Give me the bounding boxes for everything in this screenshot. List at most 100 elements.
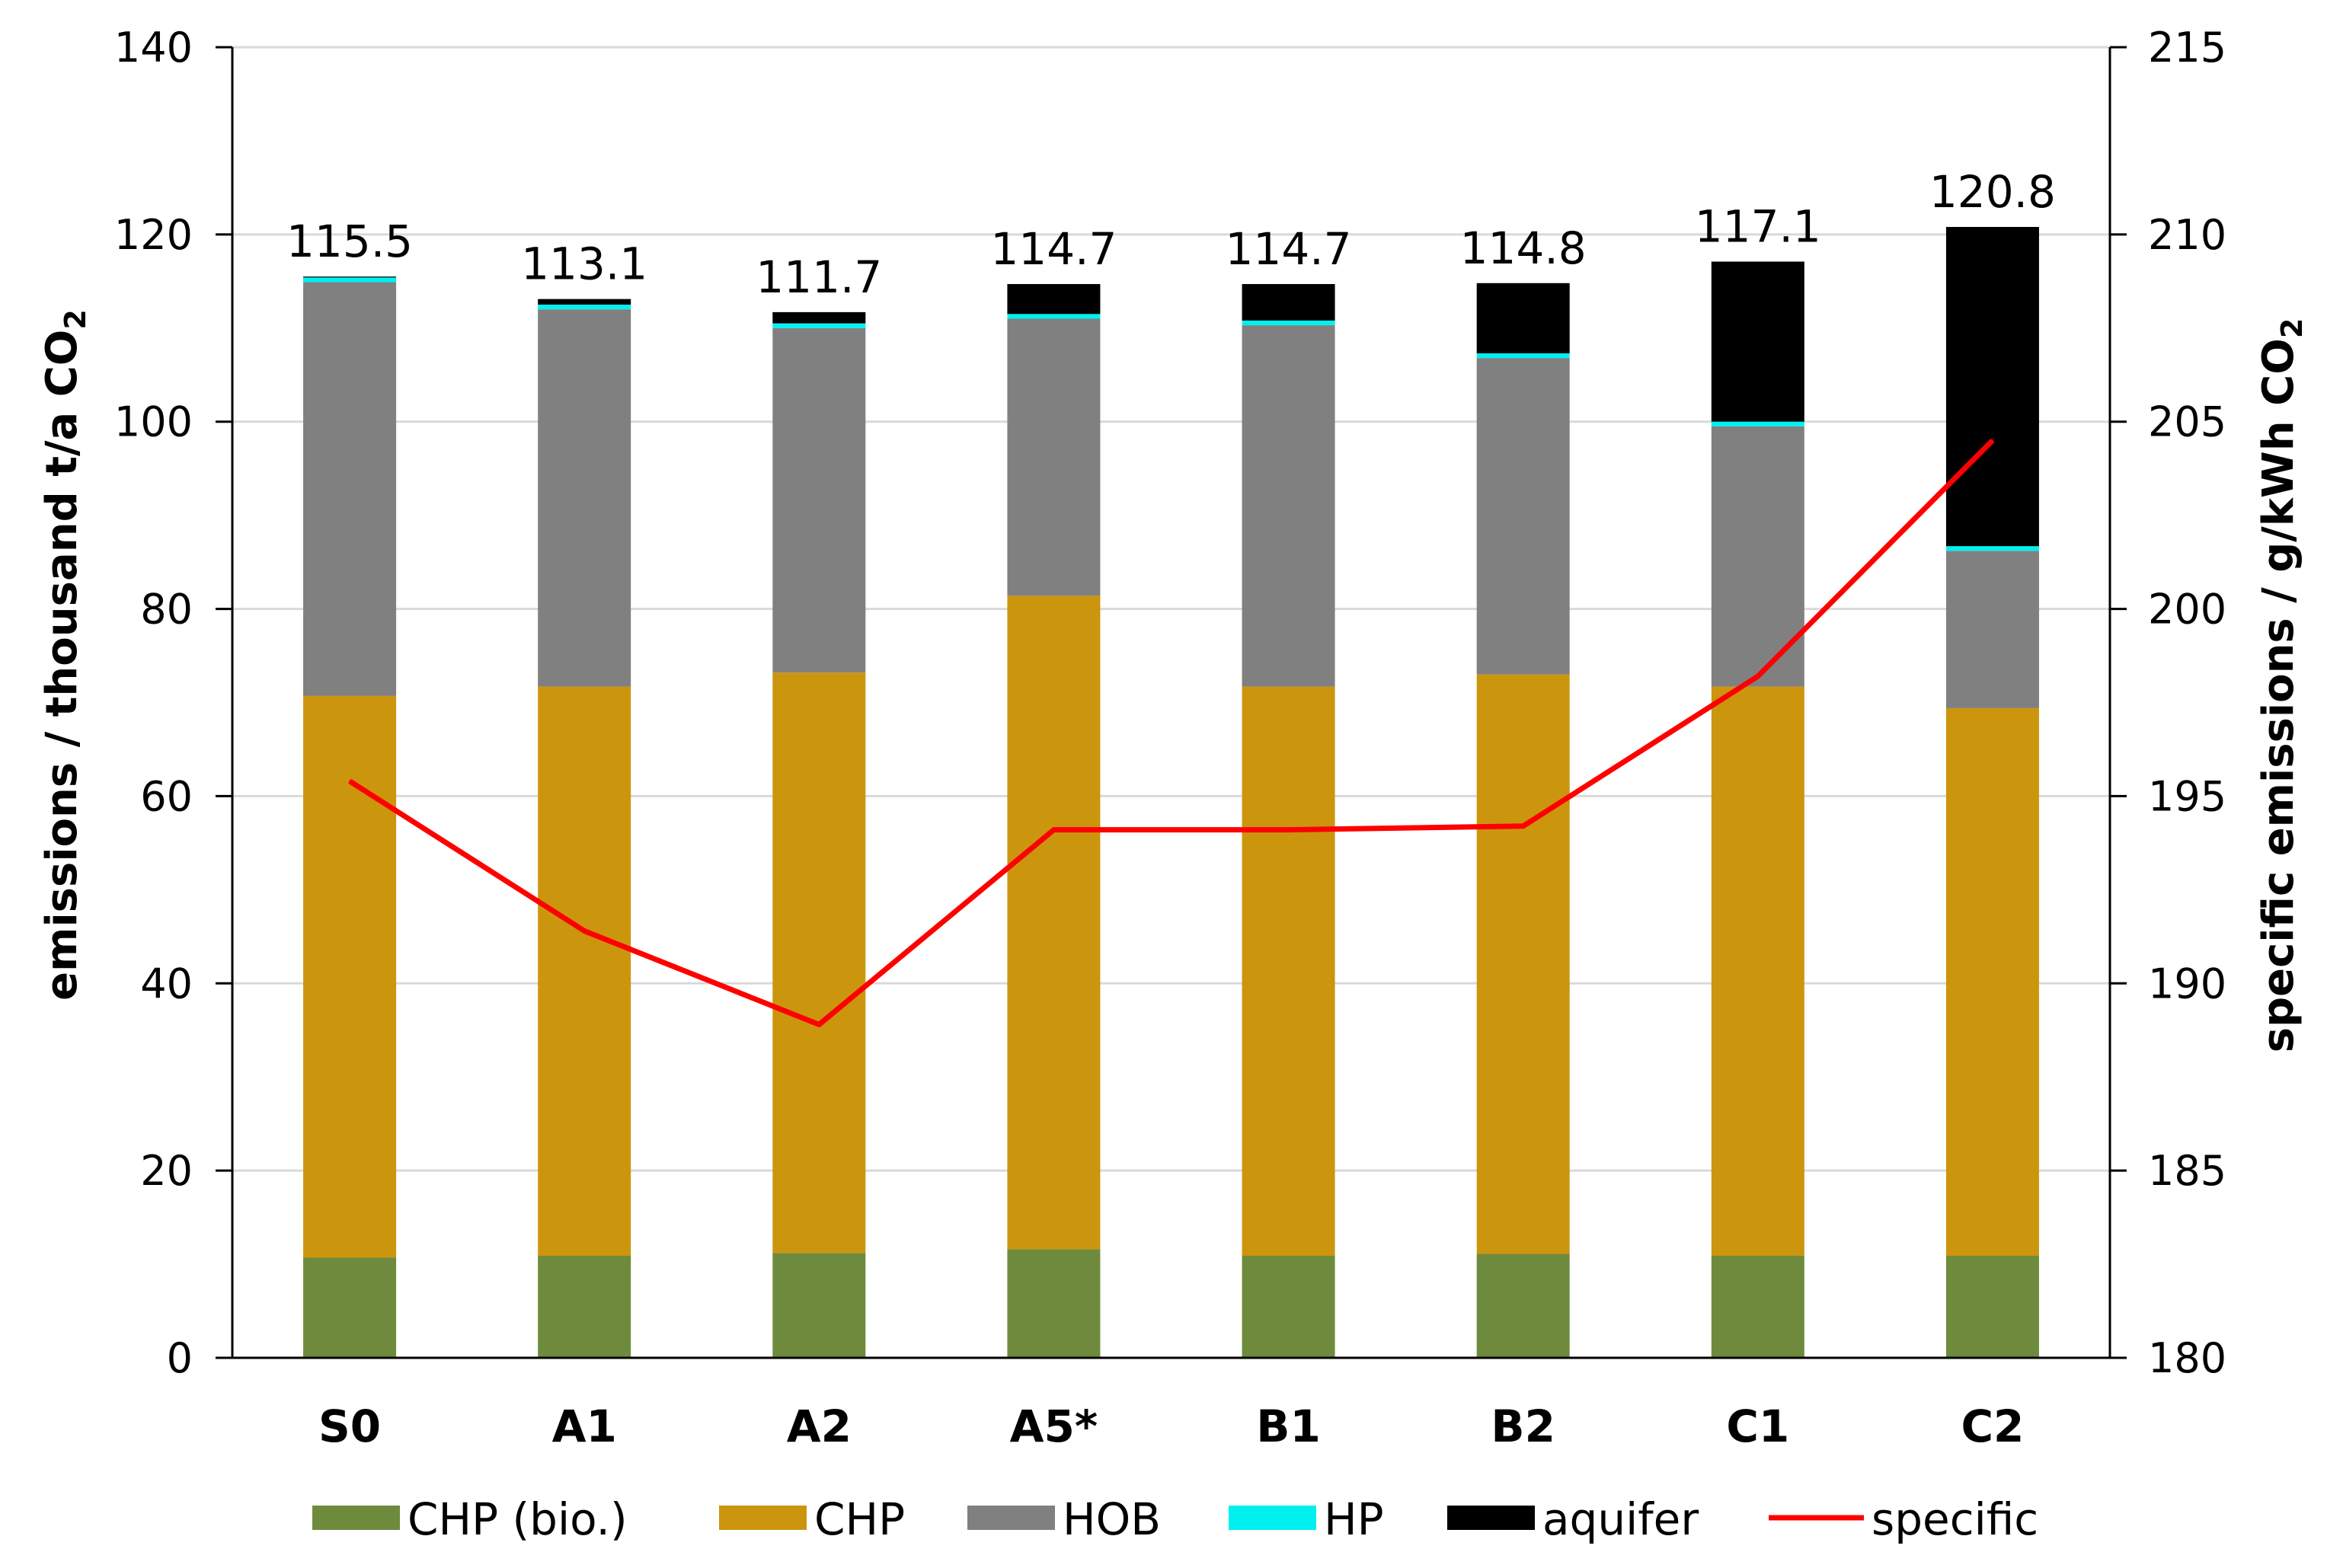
specific-point-c2 xyxy=(1991,439,1993,442)
bar-chp-bio-a5star xyxy=(1007,1249,1101,1358)
bar-chp-b2 xyxy=(1476,674,1570,1254)
bar-chp-bio-a1 xyxy=(538,1256,631,1358)
legend-swatch-hob xyxy=(967,1506,1055,1530)
specific-line xyxy=(348,438,1995,1027)
bar-chp-bio-a2 xyxy=(772,1253,866,1358)
bar-aquifer-b1 xyxy=(1242,284,1335,321)
bar-aquifer-s0 xyxy=(303,276,397,278)
right-tick-label-210: 210 xyxy=(2148,211,2226,259)
category-label-a2: A2 xyxy=(787,1400,852,1452)
y-axis-title-subscript: 2 xyxy=(59,309,92,329)
right-tick-label-205: 205 xyxy=(2148,398,2226,446)
specific-point-b2 xyxy=(1522,825,1524,827)
bar-hob-c1 xyxy=(1711,426,1804,687)
right-tick-label-185: 185 xyxy=(2148,1147,2226,1195)
legend-swatch-aquifer xyxy=(1447,1506,1535,1530)
right-tick-label-180: 180 xyxy=(2148,1334,2226,1382)
bar-hob-b2 xyxy=(1476,358,1570,675)
legend-label-hob: HOB xyxy=(1063,1493,1161,1545)
specific-line-series xyxy=(348,438,1995,1027)
category-label-c1: C1 xyxy=(1726,1400,1789,1452)
bar-chp-s0 xyxy=(303,695,397,1258)
y-axis-title-main: emissions / thousand t/a CO xyxy=(37,330,87,1001)
legend-label-hp: HP xyxy=(1324,1493,1384,1545)
bar-hp-a2 xyxy=(772,323,866,328)
legend-label-aquifer: aquifer xyxy=(1542,1493,1699,1545)
bar-hp-b2 xyxy=(1476,353,1570,359)
bar-hob-c2 xyxy=(1945,551,2039,708)
left-tick-label-0: 0 xyxy=(167,1334,193,1382)
legend: CHP (bio.) CHP HOB HP aquifer specific xyxy=(312,1493,2038,1545)
legend-swatch-hp xyxy=(1229,1506,1316,1530)
bar-hp-c1 xyxy=(1711,421,1804,426)
total-label-a2: 111.7 xyxy=(756,251,882,303)
y2-axis-title-subscript: 2 xyxy=(2275,318,2309,338)
legend-label-chp: CHP xyxy=(814,1493,905,1545)
total-label-c1: 117.1 xyxy=(1695,201,1821,253)
bar-chp-bio-b2 xyxy=(1476,1253,1570,1358)
left-tick-label-120: 120 xyxy=(114,211,193,259)
left-tick-label-100: 100 xyxy=(114,398,193,446)
bar-hob-b1 xyxy=(1242,325,1335,687)
bar-hp-c2 xyxy=(1945,546,2039,551)
bar-chp-c1 xyxy=(1711,686,1804,1257)
bar-hob-a2 xyxy=(772,327,866,673)
bar-chp-a1 xyxy=(538,686,631,1257)
bar-chp-bio-b1 xyxy=(1242,1256,1335,1358)
legend-swatch-chp xyxy=(719,1506,807,1530)
category-label-b2: B2 xyxy=(1491,1400,1555,1452)
specific-point-c1 xyxy=(1756,675,1759,678)
bar-chp-a5star xyxy=(1007,596,1101,1250)
total-labels: 115.5 113.1 111.7 114.7 114.7 114.8 117.1 120.8 xyxy=(286,166,2056,303)
specific-point-a1 xyxy=(583,930,586,932)
specific-point-b1 xyxy=(1287,829,1290,831)
legend-label-specific: specific xyxy=(1872,1493,2038,1545)
total-label-c2: 120.8 xyxy=(1929,166,2056,218)
bar-aquifer-c1 xyxy=(1711,261,1804,422)
bar-chp-a2 xyxy=(772,672,866,1253)
bar-hp-b1 xyxy=(1242,320,1335,326)
specific-point-a5star xyxy=(1053,829,1055,831)
bar-hp-a5star xyxy=(1007,314,1101,319)
bar-hob-a5star xyxy=(1007,318,1101,596)
left-tick-label-20: 20 xyxy=(140,1147,193,1195)
left-tick-label-80: 80 xyxy=(140,586,193,634)
category-label-s0: S0 xyxy=(318,1400,381,1452)
category-labels: S0 A1 A2 A5* B1 B2 C1 C2 xyxy=(318,1400,2024,1452)
category-label-b1: B1 xyxy=(1256,1400,1321,1452)
left-tick-label-40: 40 xyxy=(140,960,193,1008)
specific-point-s0 xyxy=(349,780,351,782)
y-axis-title: emissions / thousand t/a CO2 xyxy=(37,309,92,1001)
right-tick-label-215: 215 xyxy=(2148,24,2226,72)
bar-hob-a1 xyxy=(538,309,631,687)
bar-series xyxy=(303,227,2039,1358)
specific-point-a2 xyxy=(818,1024,820,1026)
total-label-a5star: 114.7 xyxy=(990,223,1117,275)
bar-chp-b1 xyxy=(1242,686,1335,1257)
bar-chp-bio-c2 xyxy=(1945,1256,2039,1358)
right-axis-ticks: 180 185 190 195 200 205 210 215 xyxy=(2110,24,2226,1382)
right-tick-label-190: 190 xyxy=(2148,960,2226,1008)
bar-aquifer-a5star xyxy=(1007,284,1101,315)
total-label-a1: 113.1 xyxy=(521,238,647,290)
total-label-b2: 114.8 xyxy=(1460,222,1587,274)
category-label-c2: C2 xyxy=(1961,1400,2024,1452)
bar-aquifer-b2 xyxy=(1476,283,1570,353)
legend-swatch-chp-bio xyxy=(312,1506,400,1530)
bar-hob-s0 xyxy=(303,282,397,696)
total-label-b1: 114.7 xyxy=(1226,223,1352,275)
right-tick-label-200: 200 xyxy=(2148,586,2226,634)
axes xyxy=(231,47,2111,1359)
bar-hp-s0 xyxy=(303,277,397,283)
legend-label-chp-bio: CHP (bio.) xyxy=(408,1493,628,1545)
left-axis-ticks: 0 20 40 60 80 100 120 140 xyxy=(114,24,232,1382)
bar-chp-bio-c1 xyxy=(1711,1256,1804,1358)
category-label-a5star: A5* xyxy=(1010,1400,1098,1452)
left-tick-label-140: 140 xyxy=(114,24,193,72)
right-tick-label-195: 195 xyxy=(2148,772,2226,820)
left-tick-label-60: 60 xyxy=(140,772,193,820)
bar-aquifer-a1 xyxy=(538,299,631,305)
bar-hp-a1 xyxy=(538,305,631,310)
total-label-s0: 115.5 xyxy=(286,216,413,267)
